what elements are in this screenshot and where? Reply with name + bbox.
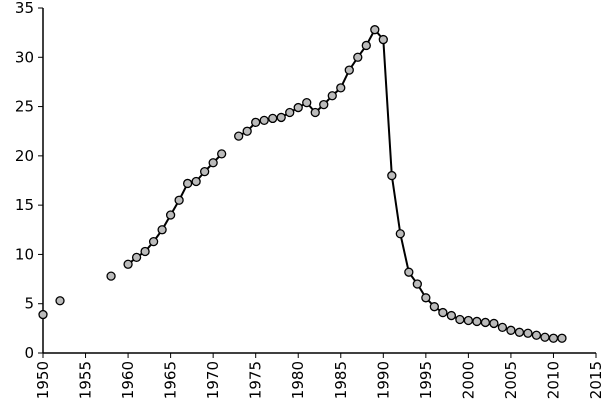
x-tick-label: 1990 [374, 361, 392, 399]
marker [123, 259, 133, 269]
marker [395, 229, 405, 239]
x-tick-label: 1965 [162, 361, 180, 399]
marker [344, 65, 354, 75]
marker [327, 91, 337, 101]
y-tick-label: 5 [24, 295, 34, 313]
x-tick-label: 2000 [459, 361, 477, 399]
marker [455, 314, 465, 325]
x-tick-label: 2005 [502, 361, 520, 399]
y-tick-label: 10 [15, 245, 34, 263]
marker [361, 40, 371, 51]
marker [268, 113, 278, 124]
marker [174, 195, 184, 205]
x-tick-label: 2015 [587, 361, 605, 399]
marker [140, 246, 150, 257]
y-tick-label: 15 [15, 196, 34, 214]
marker [412, 279, 422, 289]
marker [302, 97, 312, 108]
marker [353, 52, 363, 62]
marker [446, 310, 457, 321]
x-tick-label: 1985 [332, 361, 350, 399]
marker [387, 170, 397, 181]
y-tick-label: 20 [15, 147, 34, 165]
marker [191, 176, 201, 187]
marker [234, 131, 244, 141]
marker [319, 99, 329, 110]
marker [472, 316, 482, 327]
marker [378, 34, 388, 45]
marker [285, 107, 295, 118]
marker [548, 333, 559, 343]
marker [199, 166, 210, 177]
marker [251, 117, 261, 127]
marker [531, 330, 542, 340]
marker [480, 317, 491, 328]
y-tick-label: 0 [24, 344, 34, 362]
marker [497, 322, 508, 333]
x-tick-label: 1975 [247, 361, 265, 399]
marker [438, 307, 448, 318]
marker [404, 267, 414, 277]
marker [217, 149, 227, 159]
x-tick-label: 1955 [77, 361, 95, 399]
y-tick-label: 35 [15, 0, 34, 17]
marker [242, 126, 252, 136]
x-tick-label: 1960 [119, 361, 137, 399]
marker [540, 332, 550, 342]
marker [131, 252, 142, 263]
x-tick-label: 1970 [204, 361, 222, 399]
marker [259, 115, 269, 126]
marker [276, 112, 286, 123]
marker [463, 315, 474, 326]
marker [165, 210, 176, 220]
marker [489, 318, 499, 329]
marker [293, 102, 303, 113]
marker [157, 225, 167, 235]
marker [38, 309, 48, 320]
marker [523, 328, 533, 338]
marker [370, 25, 380, 35]
marker [182, 178, 193, 189]
marker [336, 83, 346, 93]
marker [55, 296, 65, 306]
x-tick-label: 2010 [544, 361, 562, 399]
marker [514, 327, 525, 337]
marker [106, 271, 116, 281]
marker [557, 333, 567, 343]
x-tick-label: 1980 [289, 361, 307, 399]
y-tick-label: 30 [15, 48, 34, 66]
marker [429, 302, 440, 312]
y-tick-label: 25 [15, 98, 34, 116]
marker [148, 236, 159, 247]
x-tick-label: 1950 [34, 361, 52, 399]
marker [421, 293, 431, 303]
x-tick-label: 1995 [417, 361, 435, 399]
marker [310, 107, 320, 118]
marker [208, 158, 218, 168]
marker [506, 325, 516, 335]
